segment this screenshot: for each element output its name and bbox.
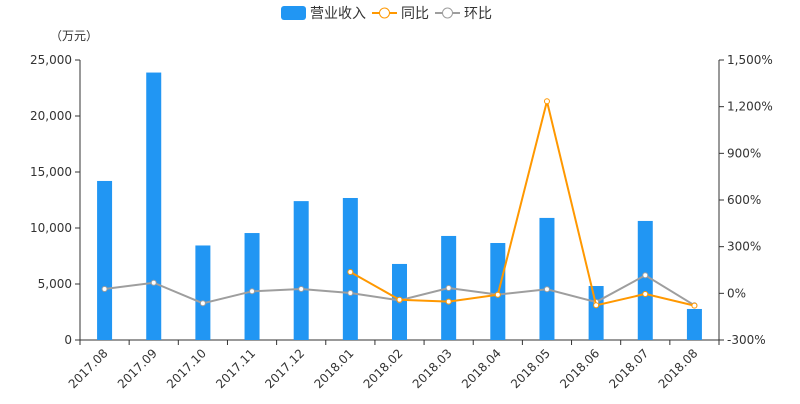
point-同比 — [642, 290, 649, 297]
x-tick-label: 2018.03 — [410, 346, 455, 391]
bar-2017.11 — [244, 233, 260, 340]
legend-marker — [442, 7, 453, 19]
x-tick-label: 2018.06 — [557, 346, 602, 391]
x-tick-label: 2018.01 — [311, 346, 356, 391]
point-同比 — [445, 298, 452, 305]
legend-label-同比[interactable]: 同比 — [401, 6, 429, 22]
x-tick-label: 2017.11 — [213, 346, 258, 391]
left-tick-label: 5,000 — [38, 277, 72, 291]
point-同比 — [396, 296, 403, 303]
x-tick-label: 2018.07 — [606, 346, 651, 391]
right-tick-label: 900% — [727, 146, 761, 160]
legend-marker — [379, 7, 390, 19]
x-tick-label: 2018.05 — [508, 346, 553, 391]
bar-2017.08 — [97, 180, 113, 340]
left-tick-label: 25,000 — [30, 53, 72, 67]
right-tick-label: -300% — [727, 333, 766, 347]
legend-label-营业收入[interactable]: 营业收入 — [310, 6, 366, 22]
point-环比 — [543, 286, 550, 293]
bar-2018.06 — [588, 286, 604, 340]
point-同比 — [593, 302, 600, 309]
bar-2018.07 — [637, 220, 653, 340]
x-tick-label: 2017.08 — [66, 346, 111, 391]
bar-2017.12 — [293, 201, 309, 340]
point-环比 — [642, 272, 649, 279]
point-环比 — [249, 288, 256, 295]
right-tick-label: 1,200% — [727, 100, 773, 114]
bar-2018.05 — [539, 217, 555, 340]
left-tick-label: 20,000 — [30, 109, 72, 123]
legend-label-环比[interactable]: 环比 — [464, 6, 492, 22]
x-tick-label: 2018.02 — [361, 346, 406, 391]
point-环比 — [150, 279, 157, 286]
point-同比 — [543, 98, 550, 105]
left-tick-label: 0 — [64, 333, 72, 347]
point-环比 — [101, 285, 108, 292]
point-环比 — [298, 285, 305, 292]
point-同比 — [494, 291, 501, 298]
point-同比 — [347, 269, 354, 276]
bar-2018.08 — [686, 308, 702, 340]
bar-2017.09 — [146, 72, 162, 340]
point-环比 — [445, 285, 452, 292]
unit-label: （万元） — [50, 29, 98, 43]
x-tick-label: 2017.12 — [262, 346, 307, 391]
x-tick-label: 2018.04 — [459, 346, 504, 391]
left-tick-label: 10,000 — [30, 221, 72, 235]
right-tick-label: 600% — [727, 193, 761, 207]
bar-2018.01 — [342, 197, 358, 340]
point-同比 — [691, 302, 698, 309]
line-同比 — [349, 100, 695, 307]
bar-2017.10 — [195, 245, 211, 340]
x-tick-label: 2018.08 — [656, 346, 701, 391]
legend-bar-swatch — [281, 6, 306, 20]
x-tick-label: 2017.09 — [115, 346, 160, 391]
left-tick-label: 15,000 — [30, 165, 72, 179]
right-tick-label: 1,500% — [727, 53, 773, 67]
x-tick-label: 2017.10 — [164, 346, 209, 391]
point-环比 — [199, 300, 206, 307]
right-tick-label: 300% — [727, 240, 761, 254]
point-环比 — [347, 290, 354, 297]
right-tick-label: 0% — [727, 286, 746, 300]
